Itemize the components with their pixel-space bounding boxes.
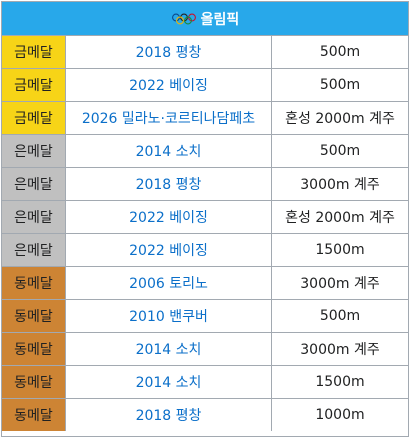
event-link[interactable]: 2018 평창 [135, 408, 202, 424]
bronze-medal-cell: 동메달 [2, 398, 66, 431]
medal-row: 은메달 2014 소치 500m [2, 134, 408, 168]
event-link[interactable]: 2022 베이징 [129, 210, 208, 226]
medal-row: 동메달 2010 밴쿠버 500m [2, 299, 408, 333]
event-cell: 2010 밴쿠버 [65, 299, 272, 333]
medal-row: 동메달 2014 소치 1500m [2, 365, 408, 399]
event-cell: 2014 소치 [65, 134, 272, 168]
medal-row: 은메달 2022 베이징 1500m [2, 233, 408, 267]
event-cell: 2026 밀라노·코르티나담페초 [65, 101, 272, 135]
event-detail-cell: 1500m [271, 233, 408, 267]
olympic-rings-icon [171, 13, 196, 24]
infobox-title: 올림픽 [200, 11, 240, 28]
medal-row: 동메달 2018 평창 1000m [2, 398, 408, 431]
event-detail-cell: 1500m [271, 365, 408, 399]
event-cell: 2022 베이징 [65, 200, 272, 234]
silver-medal-cell: 은메달 [2, 200, 66, 234]
medal-row: 동메달 2006 토리노 3000m 계주 [2, 266, 408, 300]
event-detail-cell: 1000m [271, 398, 408, 431]
event-cell: 2014 소치 [65, 365, 272, 399]
event-detail-cell: 3000m 계주 [271, 266, 408, 300]
infobox-header: 올림픽 [2, 2, 408, 36]
event-link[interactable]: 2014 소치 [135, 342, 202, 358]
bronze-medal-cell: 동메달 [2, 266, 66, 300]
event-detail-cell: 500m [271, 68, 408, 102]
silver-medal-cell: 은메달 [2, 233, 66, 267]
event-link[interactable]: 2022 베이징 [129, 243, 208, 259]
gold-medal-cell: 금메달 [2, 36, 66, 69]
bronze-medal-cell: 동메달 [2, 332, 66, 366]
medal-row: 금메달 2026 밀라노·코르티나담페초 혼성 2000m 계주 [2, 101, 408, 135]
event-cell: 2006 토리노 [65, 266, 272, 300]
event-detail-cell: 500m [271, 134, 408, 168]
event-detail-cell: 500m [271, 36, 408, 69]
event-cell: 2022 베이징 [65, 68, 272, 102]
medal-table: 금메달 2018 평창 500m 금메달 2022 베이징 500m 금메달 2026 밀라노… [2, 36, 408, 431]
silver-medal-cell: 은메달 [2, 134, 66, 168]
event-cell: 2018 평창 [65, 36, 272, 69]
event-detail-cell: 혼성 2000m 계주 [271, 200, 408, 234]
event-detail-cell: 3000m 계주 [271, 167, 408, 201]
event-link[interactable]: 2026 밀라노·코르티나담페초 [81, 111, 256, 127]
medal-row: 금메달 2022 베이징 500m [2, 68, 408, 102]
event-cell: 2018 평창 [65, 167, 272, 201]
medal-row: 은메달 2018 평창 3000m 계주 [2, 167, 408, 201]
event-detail-cell: 500m [271, 299, 408, 333]
event-detail-cell: 혼성 2000m 계주 [271, 101, 408, 135]
bronze-medal-cell: 동메달 [2, 365, 66, 399]
gold-medal-cell: 금메달 [2, 68, 66, 102]
medal-row: 은메달 2022 베이징 혼성 2000m 계주 [2, 200, 408, 234]
event-cell: 2018 평창 [65, 398, 272, 431]
event-link[interactable]: 2018 평창 [135, 177, 202, 193]
event-link[interactable]: 2014 소치 [135, 375, 202, 391]
event-link[interactable]: 2006 토리노 [129, 276, 208, 292]
medal-row: 금메달 2018 평창 500m [2, 36, 408, 69]
bronze-medal-cell: 동메달 [2, 299, 66, 333]
gold-medal-cell: 금메달 [2, 101, 66, 135]
medal-row: 동메달 2014 소치 3000m 계주 [2, 332, 408, 366]
event-link[interactable]: 2018 평창 [135, 45, 202, 61]
event-cell: 2014 소치 [65, 332, 272, 366]
event-cell: 2022 베이징 [65, 233, 272, 267]
event-link[interactable]: 2010 밴쿠버 [129, 309, 208, 325]
silver-medal-cell: 은메달 [2, 167, 66, 201]
event-link[interactable]: 2022 베이징 [129, 78, 208, 94]
event-link[interactable]: 2014 소치 [135, 144, 202, 160]
event-detail-cell: 3000m 계주 [271, 332, 408, 366]
